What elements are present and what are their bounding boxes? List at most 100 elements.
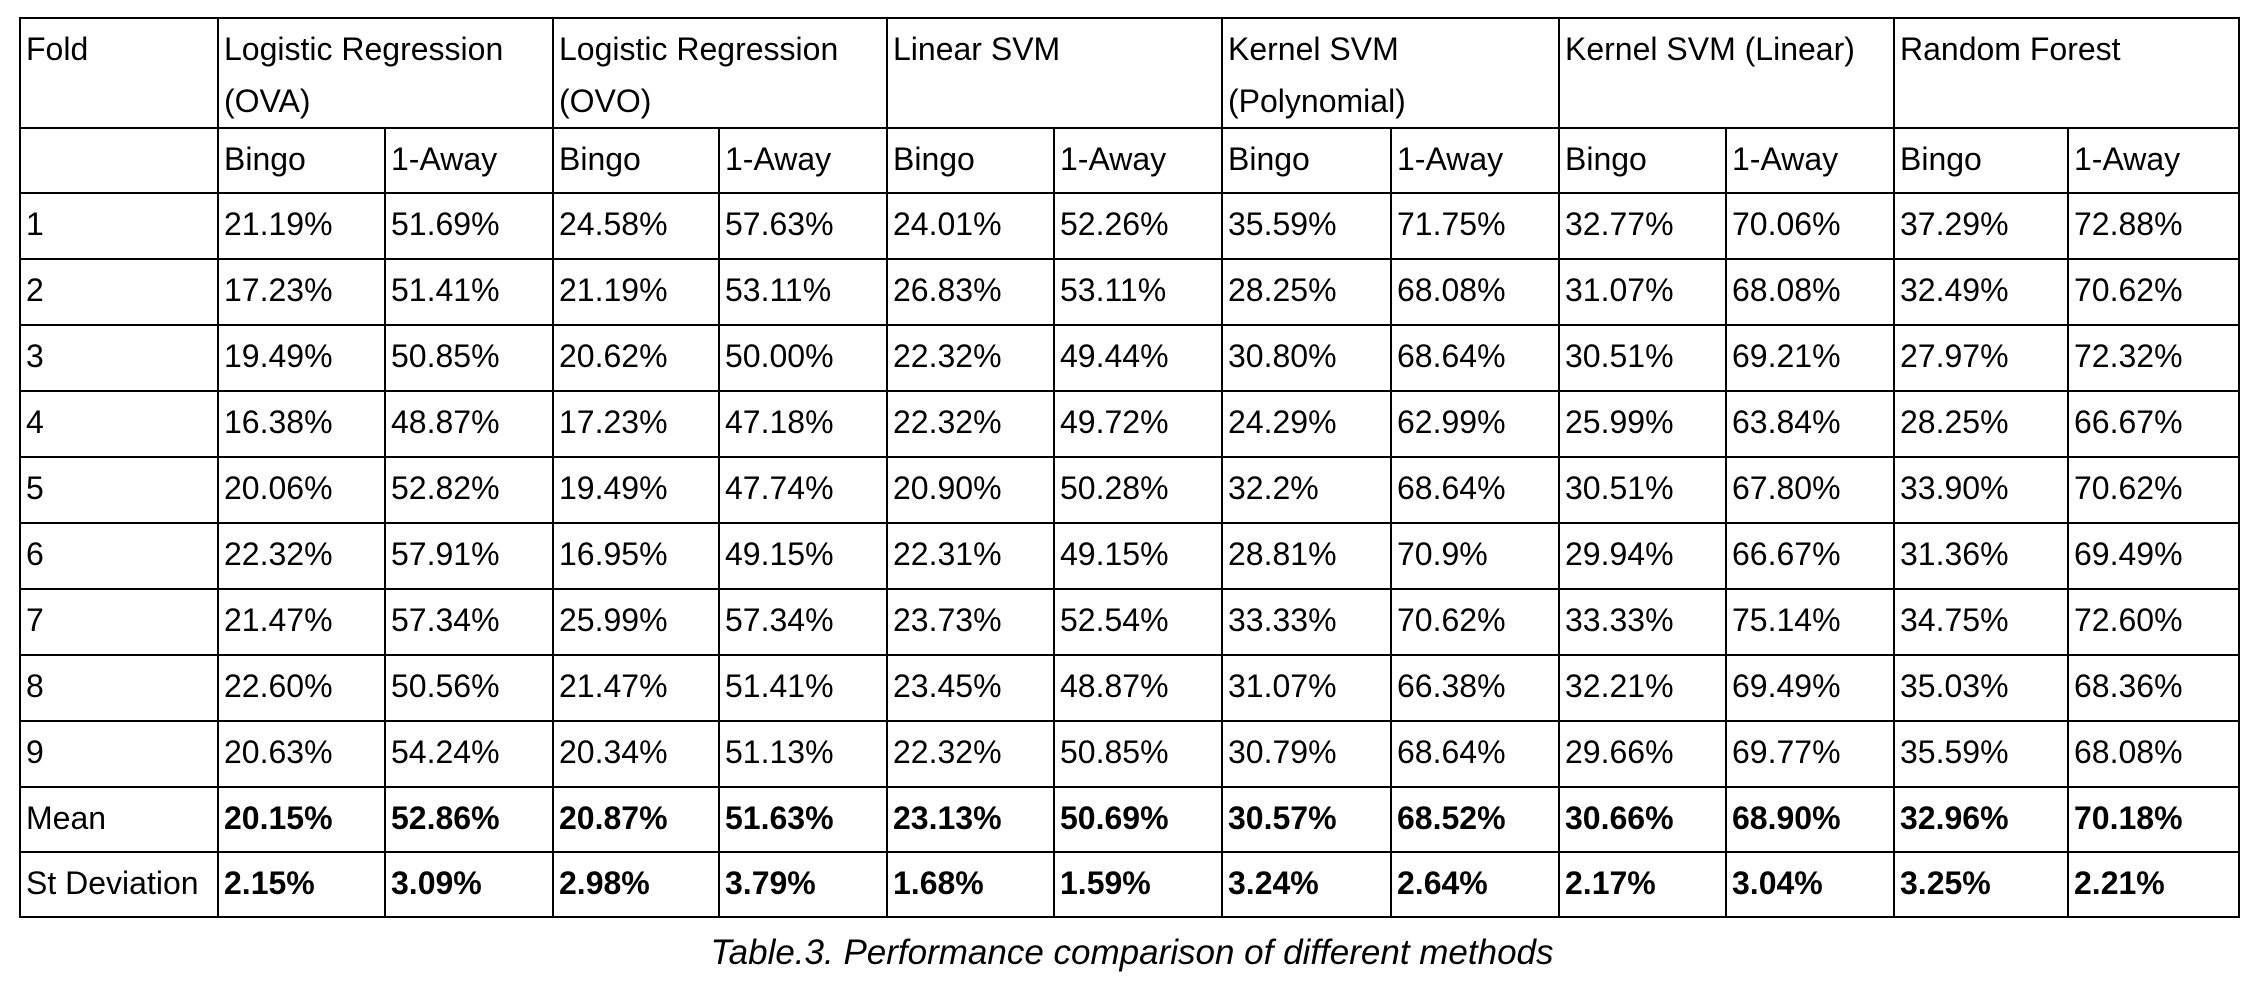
table-cell: 57.91%: [384, 522, 554, 590]
fold-label: 4: [19, 390, 219, 458]
table-cell: 75.14%: [1725, 588, 1895, 656]
table-cell: 72.88%: [2067, 192, 2240, 260]
table-cell: 25.99%: [1558, 390, 1727, 458]
method-header: Logistic Regression (OVA): [217, 17, 554, 129]
table-cell: 72.32%: [2067, 324, 2240, 392]
table-cell: 35.03%: [1893, 654, 2069, 722]
std-dev-row: St Deviation 2.15% 3.09% 2.98% 3.79% 1.68% 1.5…: [19, 851, 2240, 918]
fold-label: 7: [19, 588, 219, 656]
summary-cell: 1.59%: [1053, 851, 1223, 918]
summary-cell: 52.86%: [384, 786, 554, 853]
table-cell: 51.69%: [384, 192, 554, 260]
table-cell: 21.47%: [217, 588, 386, 656]
summary-cell: 3.04%: [1725, 851, 1895, 918]
table-row: 9 20.63% 54.24% 20.34% 51.13% 22.32% 50.85% 30.…: [19, 720, 2240, 788]
table-row: 7 21.47% 57.34% 25.99% 57.34% 23.73% 52.54% 33.…: [19, 588, 2240, 656]
table-cell: 29.94%: [1558, 522, 1727, 590]
bingo-header: Bingo: [1221, 127, 1392, 194]
table-cell: 69.49%: [2067, 522, 2240, 590]
one-away-header: 1-Away: [1053, 127, 1223, 194]
method-header: Linear SVM: [886, 17, 1223, 129]
table-cell: 57.34%: [718, 588, 888, 656]
table-cell: 50.85%: [1053, 720, 1223, 788]
fold-label: 8: [19, 654, 219, 722]
summary-label: Mean: [19, 786, 219, 853]
summary-cell: 30.57%: [1221, 786, 1392, 853]
table-cell: 52.54%: [1053, 588, 1223, 656]
table-cell: 24.01%: [886, 192, 1055, 260]
table-cell: 69.21%: [1725, 324, 1895, 392]
table-cell: 52.26%: [1053, 192, 1223, 260]
bingo-header: Bingo: [1558, 127, 1727, 194]
fold-label: 2: [19, 258, 219, 326]
table-cell: 62.99%: [1390, 390, 1560, 458]
table-cell: 57.63%: [718, 192, 888, 260]
table-cell: 50.00%: [718, 324, 888, 392]
table-cell: 35.59%: [1221, 192, 1392, 260]
table-row: 6 22.32% 57.91% 16.95% 49.15% 22.31% 49.15% 28.…: [19, 522, 2240, 590]
table-cell: 20.06%: [217, 456, 386, 524]
table-cell: 53.11%: [718, 258, 888, 326]
method-header: Logistic Regression (OVO): [552, 17, 888, 129]
table-cell: 26.83%: [886, 258, 1055, 326]
table-cell: 70.06%: [1725, 192, 1895, 260]
table-cell: 70.9%: [1390, 522, 1560, 590]
table-cell: 57.34%: [384, 588, 554, 656]
table-cell: 29.66%: [1558, 720, 1727, 788]
bingo-header: Bingo: [1893, 127, 2069, 194]
table-cell: 21.19%: [217, 192, 386, 260]
table-cell: 30.51%: [1558, 456, 1727, 524]
summary-cell: 23.13%: [886, 786, 1055, 853]
table-cell: 50.56%: [384, 654, 554, 722]
table-cell: 68.08%: [1725, 258, 1895, 326]
fold-header: Fold: [19, 17, 219, 129]
summary-cell: 51.63%: [718, 786, 888, 853]
table-cell: 30.79%: [1221, 720, 1392, 788]
table-cell: 48.87%: [1053, 654, 1223, 722]
table-cell: 16.38%: [217, 390, 386, 458]
table-row: 3 19.49% 50.85% 20.62% 50.00% 22.32% 49.44% 30.…: [19, 324, 2240, 392]
fold-label: 1: [19, 192, 219, 260]
table-cell: 47.74%: [718, 456, 888, 524]
fold-label: 6: [19, 522, 219, 590]
summary-cell: 32.96%: [1893, 786, 2069, 853]
table-cell: 53.11%: [1053, 258, 1223, 326]
table-cell: 32.49%: [1893, 258, 2069, 326]
table-cell: 49.15%: [718, 522, 888, 590]
summary-cell: 2.17%: [1558, 851, 1727, 918]
summary-cell: 3.79%: [718, 851, 888, 918]
one-away-header: 1-Away: [384, 127, 554, 194]
table-cell: 67.80%: [1725, 456, 1895, 524]
table-cell: 72.60%: [2067, 588, 2240, 656]
table-cell: 34.75%: [1893, 588, 2069, 656]
one-away-header: 1-Away: [1390, 127, 1560, 194]
summary-cell: 3.24%: [1221, 851, 1392, 918]
method-header: Kernel SVM (Linear): [1558, 17, 1895, 129]
mean-row: Mean 20.15% 52.86% 20.87% 51.63% 23.13% 50.69%…: [19, 786, 2240, 853]
table-cell: 22.31%: [886, 522, 1055, 590]
table-cell: 47.18%: [718, 390, 888, 458]
table-cell: 28.25%: [1893, 390, 2069, 458]
table-cell: 31.07%: [1558, 258, 1727, 326]
fold-label: 9: [19, 720, 219, 788]
table-cell: 35.59%: [1893, 720, 2069, 788]
table-cell: 52.82%: [384, 456, 554, 524]
table-cell: 28.25%: [1221, 258, 1392, 326]
table-cell: 22.32%: [886, 720, 1055, 788]
one-away-header: 1-Away: [1725, 127, 1895, 194]
fold-label: 3: [19, 324, 219, 392]
table-cell: 22.32%: [217, 522, 386, 590]
fold-label: 5: [19, 456, 219, 524]
table-row: 5 20.06% 52.82% 19.49% 47.74% 20.90% 50.28% 32.…: [19, 456, 2240, 524]
one-away-header: 1-Away: [718, 127, 888, 194]
summary-label: St Deviation: [19, 851, 219, 918]
fold-subheader-empty: [19, 127, 219, 194]
table-cell: 17.23%: [217, 258, 386, 326]
table-cell: 69.77%: [1725, 720, 1895, 788]
table-cell: 68.64%: [1390, 324, 1560, 392]
table-cell: 37.29%: [1893, 192, 2069, 260]
summary-cell: 2.21%: [2067, 851, 2240, 918]
header-row-methods: Fold Logistic Regression (OVA) Logistic Re…: [19, 17, 2240, 129]
table-cell: 33.90%: [1893, 456, 2069, 524]
table-cell: 70.62%: [2067, 258, 2240, 326]
